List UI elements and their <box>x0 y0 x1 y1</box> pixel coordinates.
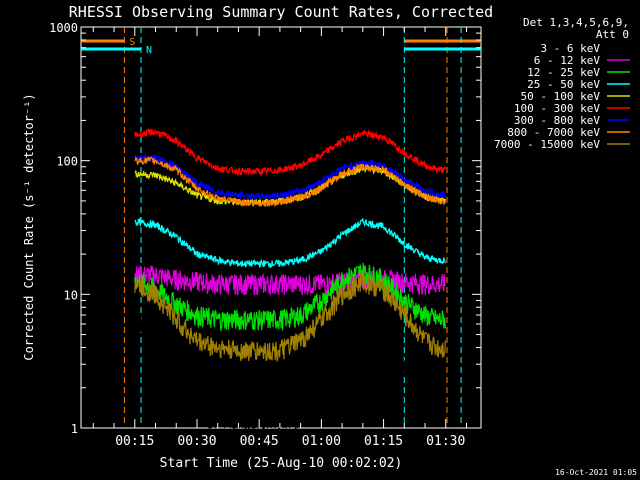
plot-frame <box>80 26 482 429</box>
legend-label: 25 - 50 keV <box>527 78 600 91</box>
legend-label: 6 - 12 keV <box>534 54 601 67</box>
legend-title: Det 1,3,4,5,6,9, <box>523 16 629 29</box>
legend-label: 800 - 7000 keV <box>507 126 600 139</box>
x-tick-label: 00:30 <box>177 434 216 449</box>
x-tick-label: 01:00 <box>302 434 341 449</box>
marker-label: N <box>146 45 152 56</box>
legend-label: 50 - 100 keV <box>521 90 601 103</box>
x-tick-label: 00:45 <box>240 434 279 449</box>
legend-label: 100 - 300 keV <box>514 102 600 115</box>
series-line <box>134 153 446 202</box>
x-tick-label: 01:15 <box>364 434 403 449</box>
series-line <box>134 265 446 296</box>
y-tick-label: 1000 <box>49 21 78 35</box>
y-tick-label: 10 <box>64 288 78 302</box>
series-line <box>134 155 446 208</box>
x-tick-label: 01:30 <box>426 434 465 449</box>
series-line <box>134 128 446 177</box>
y-axis: 1 10 100 1000 <box>49 21 481 436</box>
legend-label: 300 - 800 keV <box>514 114 600 127</box>
x-tick-label: 00:15 <box>115 434 154 449</box>
x-axis: 00:15 00:30 00:45 01:00 01:15 01:30 <box>92 27 467 449</box>
y-tick-label: 100 <box>56 155 78 169</box>
series-line <box>134 216 446 269</box>
legend-label: 12 - 25 keV <box>527 66 600 79</box>
plot-area <box>80 26 482 429</box>
marker-layer: SN <box>81 27 481 428</box>
y-axis-label: Corrected Count Rate (s⁻¹ detector⁻¹) <box>22 93 36 360</box>
series-line <box>134 272 446 363</box>
series-layer <box>134 128 446 429</box>
legend-label: 3 - 6 keV <box>540 42 600 55</box>
marker-label: S <box>129 37 135 48</box>
legend-label: 7000 - 15000 keV <box>494 138 600 151</box>
series-line <box>134 262 446 331</box>
x-axis-label: Start Time (25-Aug-10 00:02:02) <box>160 456 403 471</box>
footer-timestamp: 16-Oct-2021 01:05 <box>555 468 637 477</box>
series-line <box>134 306 446 429</box>
legend-subtitle: Att 0 <box>596 28 629 41</box>
y-tick-label: 1 <box>71 422 78 436</box>
chart-title: RHESSI Observing Summary Count Rates, Co… <box>69 3 493 21</box>
